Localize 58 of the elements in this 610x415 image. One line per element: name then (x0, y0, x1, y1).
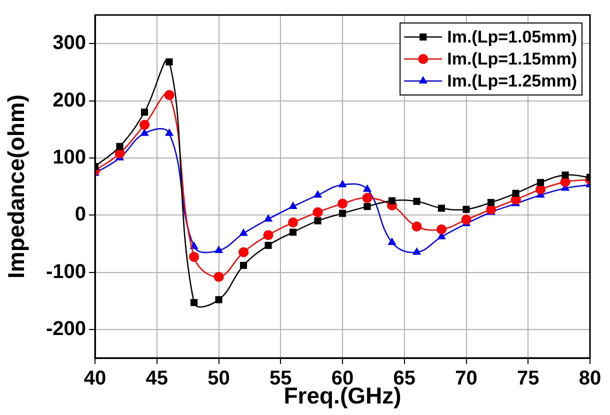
point (164, 128, 174, 136)
point (388, 197, 396, 204)
point (140, 108, 148, 116)
point (536, 178, 544, 186)
point (364, 202, 371, 210)
x-tick-label: 50 (208, 368, 230, 390)
y-tick-label: 200 (52, 89, 86, 112)
y-tick-label: 0 (74, 204, 86, 226)
point (388, 238, 396, 246)
point (189, 252, 199, 262)
y-tick-label: 100 (52, 146, 86, 168)
point (362, 192, 372, 203)
x-tick-label: 40 (84, 368, 106, 390)
point (461, 214, 472, 225)
point (263, 230, 274, 240)
point (264, 242, 272, 249)
point (436, 224, 446, 234)
point (562, 172, 569, 179)
point (264, 214, 273, 222)
y-tick-label: -100 (46, 260, 86, 283)
point (487, 198, 495, 206)
x-tick-label: 75 (517, 368, 540, 390)
point (140, 120, 150, 130)
point (338, 180, 347, 188)
legend-label: Im.(Lp=1.05mm) (447, 28, 578, 47)
point (289, 228, 297, 236)
point (413, 198, 420, 205)
y-axis-title: Impedance(ohm) (3, 94, 30, 279)
point (166, 58, 173, 66)
point (190, 299, 198, 306)
point (164, 90, 174, 100)
point (412, 222, 422, 232)
point (238, 247, 248, 258)
x-tick-label: 80 (578, 368, 602, 390)
point (512, 190, 520, 197)
point (314, 217, 322, 224)
x-tick-label: 70 (455, 368, 478, 390)
point (362, 184, 372, 192)
point (288, 218, 298, 228)
point (240, 262, 248, 269)
point (462, 206, 470, 213)
point (313, 190, 322, 198)
point (412, 247, 422, 255)
point (116, 142, 124, 150)
y-tick-label: -200 (46, 318, 86, 340)
point (338, 210, 346, 217)
point (338, 198, 348, 209)
legend-label: Im.(Lp=1.15mm) (447, 50, 578, 69)
point (312, 207, 323, 218)
point (288, 202, 298, 210)
x-tick-label: 45 (146, 368, 168, 390)
legend-label: Im.(Lp=1.25mm) (447, 72, 578, 91)
point (214, 246, 224, 254)
point (214, 272, 224, 282)
point (438, 204, 446, 212)
point (239, 228, 248, 236)
y-tick-label: 300 (52, 32, 86, 54)
point (215, 296, 222, 304)
